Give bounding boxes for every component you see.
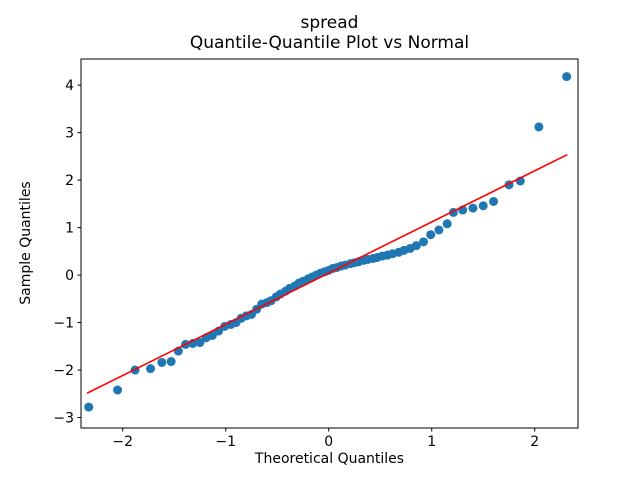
x-tick-label: 0 xyxy=(324,434,333,450)
chart-title-line2: Quantile-Quantile Plot vs Normal xyxy=(189,33,470,53)
y-tick-label: 2 xyxy=(65,173,74,189)
y-tick-label: 0 xyxy=(65,268,74,284)
scatter-point xyxy=(562,72,572,82)
y-tick-label: −2 xyxy=(53,363,74,379)
y-tick-label: 4 xyxy=(65,78,74,94)
scatter-point xyxy=(84,402,94,412)
y-tick-label: −1 xyxy=(53,316,74,332)
scatter-point xyxy=(426,230,436,240)
y-tick-label: 3 xyxy=(65,126,74,142)
scatter-point xyxy=(442,219,452,229)
x-tick-label: 2 xyxy=(530,434,539,450)
scatter-point xyxy=(418,237,428,247)
scatter-point xyxy=(489,196,499,206)
scatter-point xyxy=(468,203,478,213)
scatter-point xyxy=(157,357,167,367)
x-tick-label: 1 xyxy=(427,434,436,450)
scatter-point xyxy=(434,225,444,235)
x-tick-label: −2 xyxy=(112,434,133,450)
x-tick-label: −1 xyxy=(215,434,236,450)
chart-title: spread Quantile-Quantile Plot vs Normal xyxy=(81,13,578,53)
x-axis-label: Theoretical Quantiles xyxy=(254,451,405,467)
reference-line xyxy=(86,154,568,394)
y-tick-label: 1 xyxy=(65,221,74,237)
scatter-point xyxy=(146,364,156,374)
scatter-point xyxy=(478,201,488,211)
scatter-point xyxy=(166,357,176,367)
chart-title-line1: spread xyxy=(300,13,359,33)
y-tick-label: −3 xyxy=(53,411,74,427)
scatter-point xyxy=(195,338,205,348)
scatter-point xyxy=(534,122,544,132)
scatter-point xyxy=(411,241,421,251)
scatter-point xyxy=(113,385,123,395)
axes-frame xyxy=(80,58,579,429)
